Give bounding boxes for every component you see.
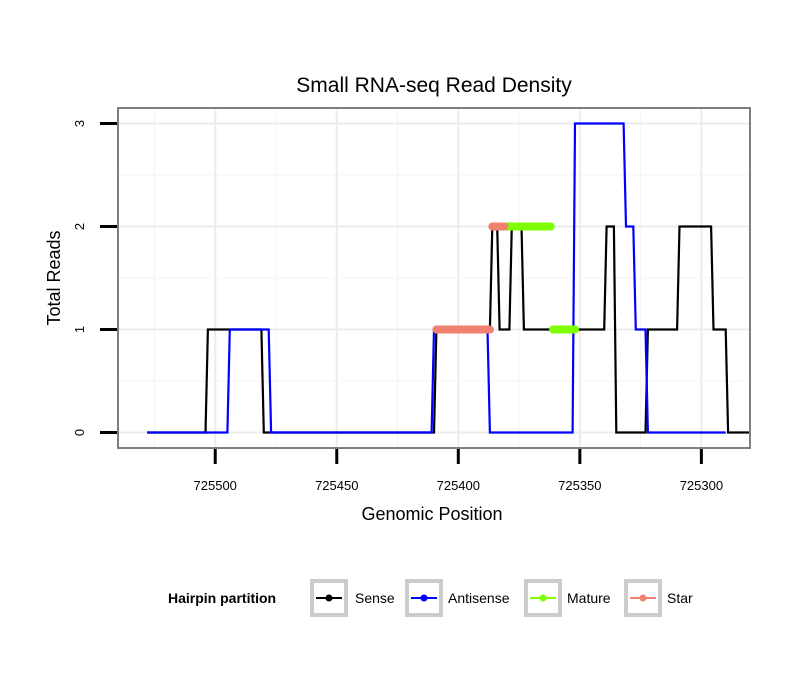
y-axis-title: Total Reads [44, 230, 64, 325]
legend-key-dot-star [639, 594, 647, 602]
legend-key-dot-mature [539, 594, 547, 602]
x-axis-title: Genomic Position [361, 504, 502, 524]
plot-panel-border [117, 107, 751, 449]
chart-title: Small RNA-seq Read Density [296, 74, 572, 97]
x-tick-label: 725500 [194, 478, 237, 493]
legend-key-dot-sense [325, 594, 333, 602]
x-tick-label: 725300 [680, 478, 723, 493]
legend-label-sense: Sense [355, 590, 395, 606]
series-line-antisense [147, 122, 726, 434]
y-tick-label: 2 [72, 223, 87, 230]
legend-title: Hairpin partition [168, 590, 276, 606]
x-tick-label: 725400 [437, 478, 480, 493]
legend-label-mature: Mature [567, 590, 611, 606]
series-layer [147, 122, 750, 434]
legend-label-antisense: Antisense [448, 590, 510, 606]
legend-key-dot-antisense [420, 594, 428, 602]
legend: Hairpin partition Sense Antisense Mature St… [168, 579, 693, 617]
x-tick-label: 725350 [558, 478, 601, 493]
y-tick-label: 3 [72, 120, 87, 127]
axis-layer: 725500 725450 725400 725350 725300 0 1 2 3 [72, 120, 723, 493]
y-tick-label: 0 [72, 429, 87, 436]
legend-label-star: Star [667, 590, 693, 606]
x-tick-label: 725450 [315, 478, 358, 493]
y-tick-label: 1 [72, 326, 87, 333]
